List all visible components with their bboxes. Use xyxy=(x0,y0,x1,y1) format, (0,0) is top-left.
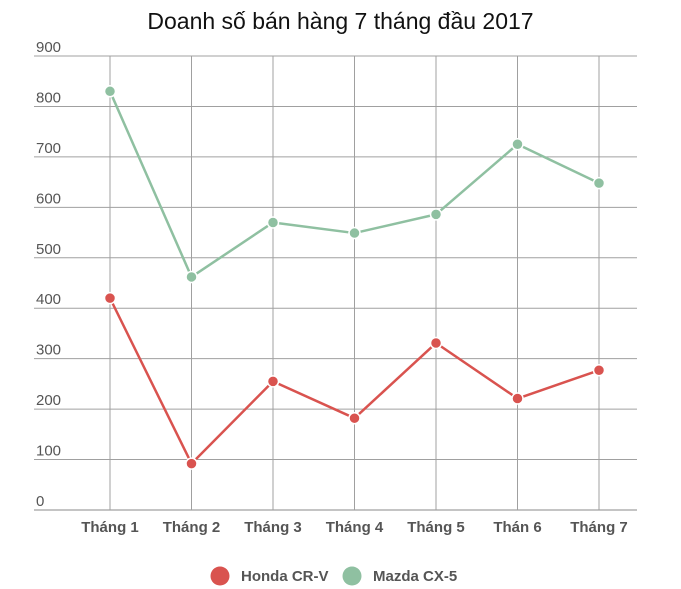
y-tick-label: 800 xyxy=(36,89,61,106)
data-point xyxy=(185,457,198,470)
legend-swatch xyxy=(210,566,230,586)
legend-label: Honda CR-V xyxy=(241,568,329,585)
y-tick-label: 400 xyxy=(36,291,61,308)
y-tick-label: 100 xyxy=(36,443,61,460)
y-tick-label: 600 xyxy=(36,190,61,207)
y-tick-label: 500 xyxy=(36,241,61,258)
x-tick-label: Tháng 3 xyxy=(244,519,302,536)
x-tick-label: Tháng 5 xyxy=(407,519,465,536)
y-tick-label: 200 xyxy=(36,392,61,409)
data-point xyxy=(429,208,443,221)
x-tick-label: Tháng 1 xyxy=(81,519,139,536)
y-tick-label: 300 xyxy=(36,342,61,359)
data-point xyxy=(511,392,524,405)
x-tick-label: Thán 6 xyxy=(493,519,541,536)
x-axis-ticks: Tháng 1 Tháng 2 Tháng 3 Tháng 4 Tháng 5 Thán … xyxy=(81,519,628,536)
data-point xyxy=(429,336,443,350)
x-tick-label: Tháng 2 xyxy=(163,519,221,536)
x-tick-label: Tháng 7 xyxy=(570,519,628,536)
legend-label: Mazda CX-5 xyxy=(373,568,457,585)
data-point xyxy=(266,375,280,388)
data-point xyxy=(592,364,606,377)
legend: Honda CR-V Mazda CX-5 xyxy=(210,566,457,586)
data-point xyxy=(511,138,524,151)
legend-swatch xyxy=(342,566,362,586)
data-point xyxy=(348,226,361,240)
y-tick-label: 0 xyxy=(36,493,44,510)
x-tick-label: Tháng 4 xyxy=(326,519,384,536)
series-lines xyxy=(103,85,606,470)
y-tick-label: 700 xyxy=(36,140,61,157)
data-point xyxy=(185,270,198,284)
y-tick-label: 900 xyxy=(36,39,61,56)
data-point xyxy=(103,85,117,98)
data-point xyxy=(103,291,117,305)
chart-title: Doanh số bán hàng 7 tháng đầu 2017 xyxy=(147,8,534,34)
data-point xyxy=(266,216,280,229)
data-point xyxy=(348,411,361,425)
data-point xyxy=(592,176,606,190)
y-axis-ticks: 0 100 200 300 400 500 600 700 800 900 xyxy=(36,39,61,510)
